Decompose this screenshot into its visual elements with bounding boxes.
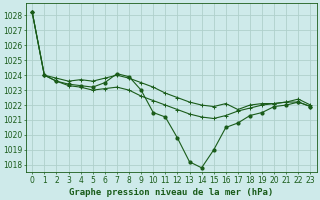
X-axis label: Graphe pression niveau de la mer (hPa): Graphe pression niveau de la mer (hPa) xyxy=(69,188,274,197)
